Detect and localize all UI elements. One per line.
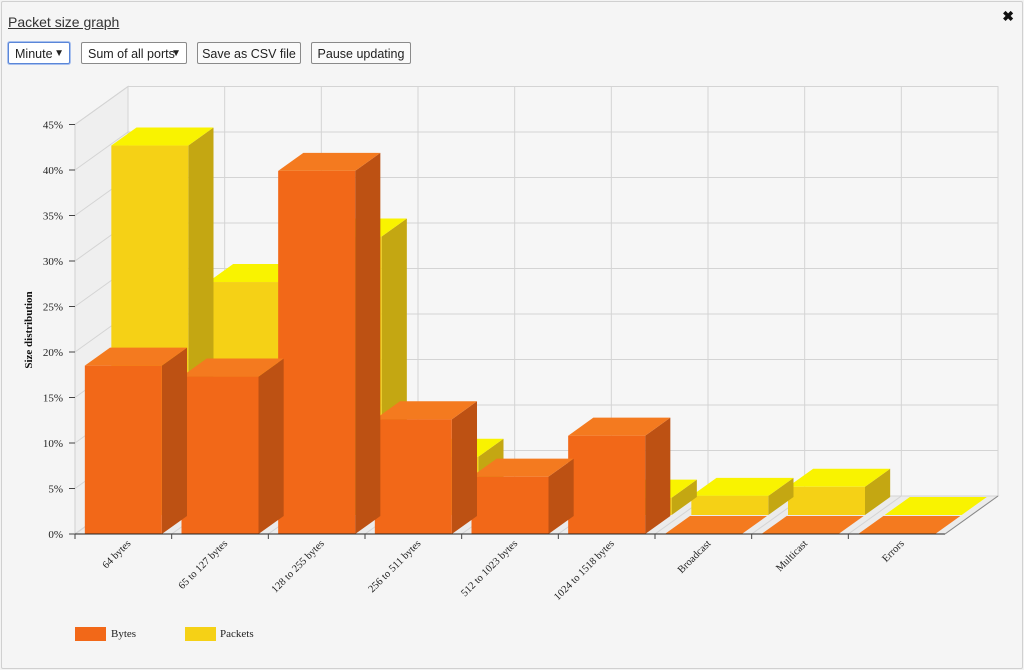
bar-side [258,358,284,534]
bar-front [278,170,356,534]
bar-top [761,515,864,534]
y-tick-label: 45% [43,120,63,132]
bar-side [671,479,697,515]
bar-packets [884,496,987,516]
legend-swatch-bytes [75,627,106,641]
bar-top [664,515,768,534]
chevron-down-icon: ▼ [171,48,181,59]
bar-side [548,458,574,534]
x-tick-label: 256 to 511 bytes [367,538,424,595]
bar-side [451,401,478,534]
x-tick-label: 512 to 1023 bytes [459,538,520,599]
bar-top [858,515,961,534]
bar-top [691,477,794,496]
ports-select[interactable]: Sum of all ports ▼ [81,42,187,64]
bar-bytes [568,417,671,534]
bar-bytes [278,152,381,535]
y-tick-label: 35% [43,211,63,223]
bar-bytes [181,358,284,534]
x-tick-label: Broadcast [676,538,714,576]
bar-side [645,417,671,534]
bar-front [374,419,452,534]
y-tick-label: 20% [43,347,63,359]
chart-bars [84,127,987,535]
x-axis-depth [944,495,999,535]
legend-label-packets: Packets [220,628,254,640]
bar-side [865,468,891,515]
x-tick-label: Errors [880,538,906,564]
ports-select-value: Sum of all ports [88,47,175,61]
pause-updating-button[interactable]: Pause updating [311,42,411,64]
page-title[interactable]: Packet size graph [8,14,120,30]
bar-bytes [471,458,574,534]
interval-select-value: Minute [15,47,53,61]
bar-top [84,347,188,366]
y-tick-label: 15% [43,393,63,405]
bar-front [471,476,549,534]
bar-top [181,358,284,377]
x-tick-label: 65 to 127 bytes [177,538,230,591]
y-tick-label: 40% [43,165,63,177]
y-tick-label: 0% [48,529,63,541]
bar-side [768,477,794,515]
close-icon[interactable]: ✖ [1002,8,1014,24]
y-tick-label: 10% [43,438,63,450]
bar-bytes [374,401,478,534]
bar-top [471,458,574,477]
bar-top [278,152,381,171]
x-tick-label: 1024 to 1518 bytes [552,538,617,603]
bar-side [355,152,381,535]
bar-top [374,401,478,420]
x-tick-label: 128 to 255 bytes [270,538,327,595]
interval-select[interactable]: Minute ▼ [8,42,70,64]
bar-front [788,486,865,515]
bar-packets [691,477,794,515]
y-tick-label: 25% [43,302,63,314]
legend-label-bytes: Bytes [111,628,137,640]
bar-front [691,495,769,515]
chevron-down-icon: ▼ [54,48,64,59]
bar-front [84,365,162,534]
bar-side [161,347,188,534]
x-tick-label: 64 bytes [101,538,134,571]
legend-swatch-packets [185,627,216,641]
y-tick-label: 5% [48,484,63,496]
bar-top [111,127,214,146]
save-csv-button[interactable]: Save as CSV file [197,42,301,64]
x-tick-label: Multicast [774,538,810,574]
bar-top [884,496,987,515]
y-tick-label: 30% [43,256,63,268]
bar-front [568,435,646,534]
bar-top [788,468,891,487]
bar-top [568,417,671,436]
grid-line-x [848,86,902,535]
bar-front [181,376,259,534]
y-axis-title: Size distribution [23,291,35,368]
bar-bytes [84,347,188,534]
bar-packets [788,468,891,515]
